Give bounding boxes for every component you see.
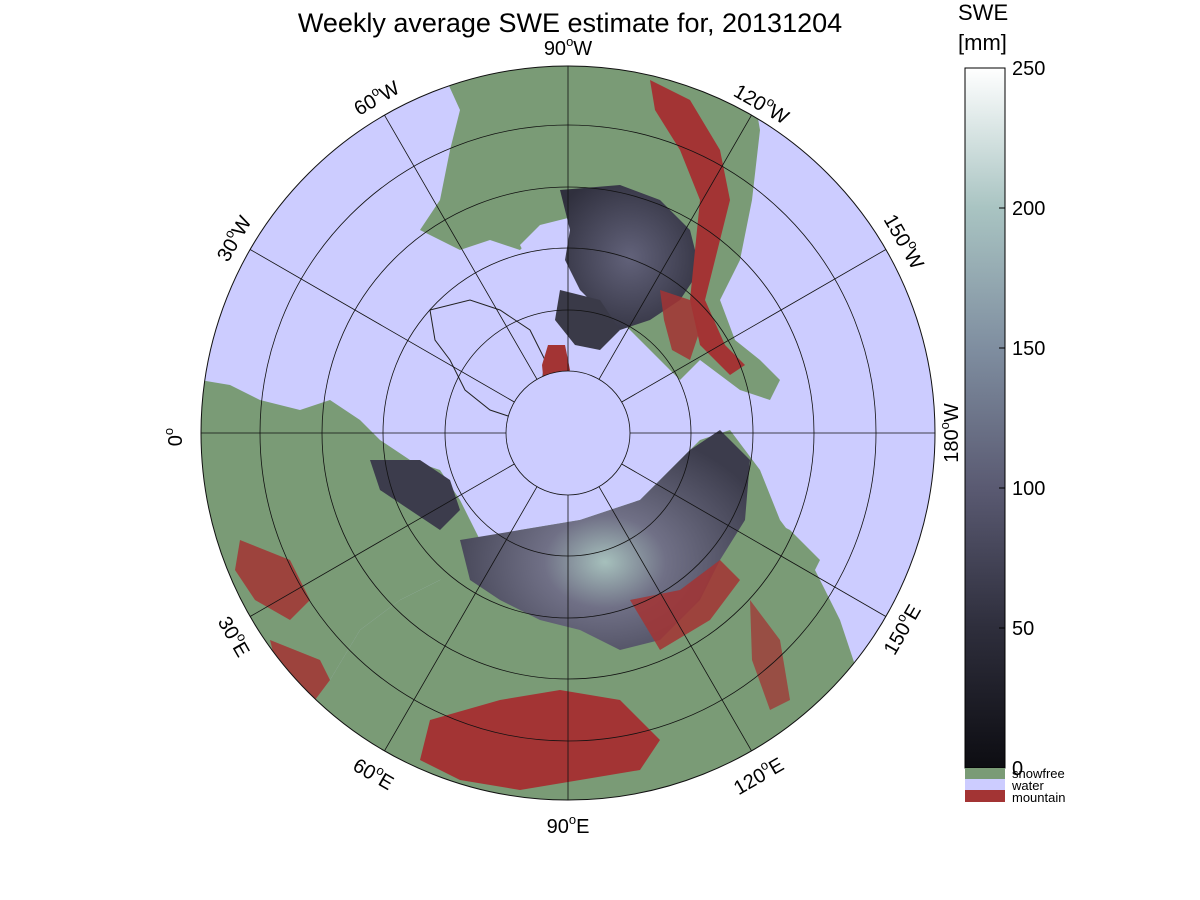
alaska-mountains — [660, 290, 700, 360]
colorbar-tick-label: 150 — [1012, 338, 1045, 360]
alps-mountains — [235, 540, 310, 620]
east-siberia-mountains — [630, 560, 740, 650]
colorbar-tick-label: 100 — [1012, 478, 1045, 500]
scandinavia-swe — [370, 460, 460, 530]
lon-label-90e: 90oE — [547, 812, 590, 838]
colorbar-gradient — [964, 67, 1006, 769]
meridian-line — [249, 249, 515, 403]
colorbar-ticks: 250 200 150 100 50 0 — [999, 58, 1045, 780]
meridian-line — [249, 463, 515, 617]
colorbar-swatch-mountain — [965, 790, 1005, 802]
japan-korea — [800, 620, 845, 700]
meridian-line — [621, 463, 887, 617]
lon-label-0: 0o — [161, 428, 187, 446]
meridian-line — [384, 486, 538, 752]
meridian-line — [384, 114, 538, 380]
meridian-line — [621, 249, 887, 403]
meridian-line — [598, 114, 752, 380]
colorbar-tick-label: 250 — [1012, 58, 1045, 80]
colorbar-tick-label: 200 — [1012, 198, 1045, 220]
rocky-mountains — [650, 80, 745, 375]
colorbar-swatch-water — [965, 779, 1005, 790]
colorbar-tick-label: 0 — [1012, 758, 1023, 780]
colorbar-category-mountain: mountain — [1012, 790, 1065, 805]
lon-label-180w: 180oW — [937, 403, 963, 463]
longitude-grid — [201, 66, 935, 800]
kamchatka — [750, 510, 820, 580]
colorbar-label-line2: [mm] — [958, 30, 1007, 55]
colorbar-category-water: water — [1011, 778, 1044, 793]
lon-label-60e: 60oE — [349, 751, 399, 795]
map-title: Weekly average SWE estimate for, 2013120… — [298, 8, 842, 38]
map-boundary — [200, 65, 936, 801]
lon-label-90w: 90oW — [544, 34, 592, 60]
colorbar-category-snowfree: snowfree — [1012, 766, 1065, 781]
arctic-archipelago-swe — [555, 290, 620, 350]
colorbar-swatch-snowfree — [965, 768, 1005, 779]
arctic-ocean-center — [506, 371, 630, 495]
colorbar-label-line1: SWE — [958, 0, 1008, 25]
asia-east-coast-mountains — [750, 600, 790, 710]
meridian-line — [598, 486, 752, 752]
lon-label-30e: 30oE — [213, 611, 257, 661]
colorbar-tick-label: 50 — [1012, 618, 1034, 640]
polar-map — [201, 66, 935, 800]
